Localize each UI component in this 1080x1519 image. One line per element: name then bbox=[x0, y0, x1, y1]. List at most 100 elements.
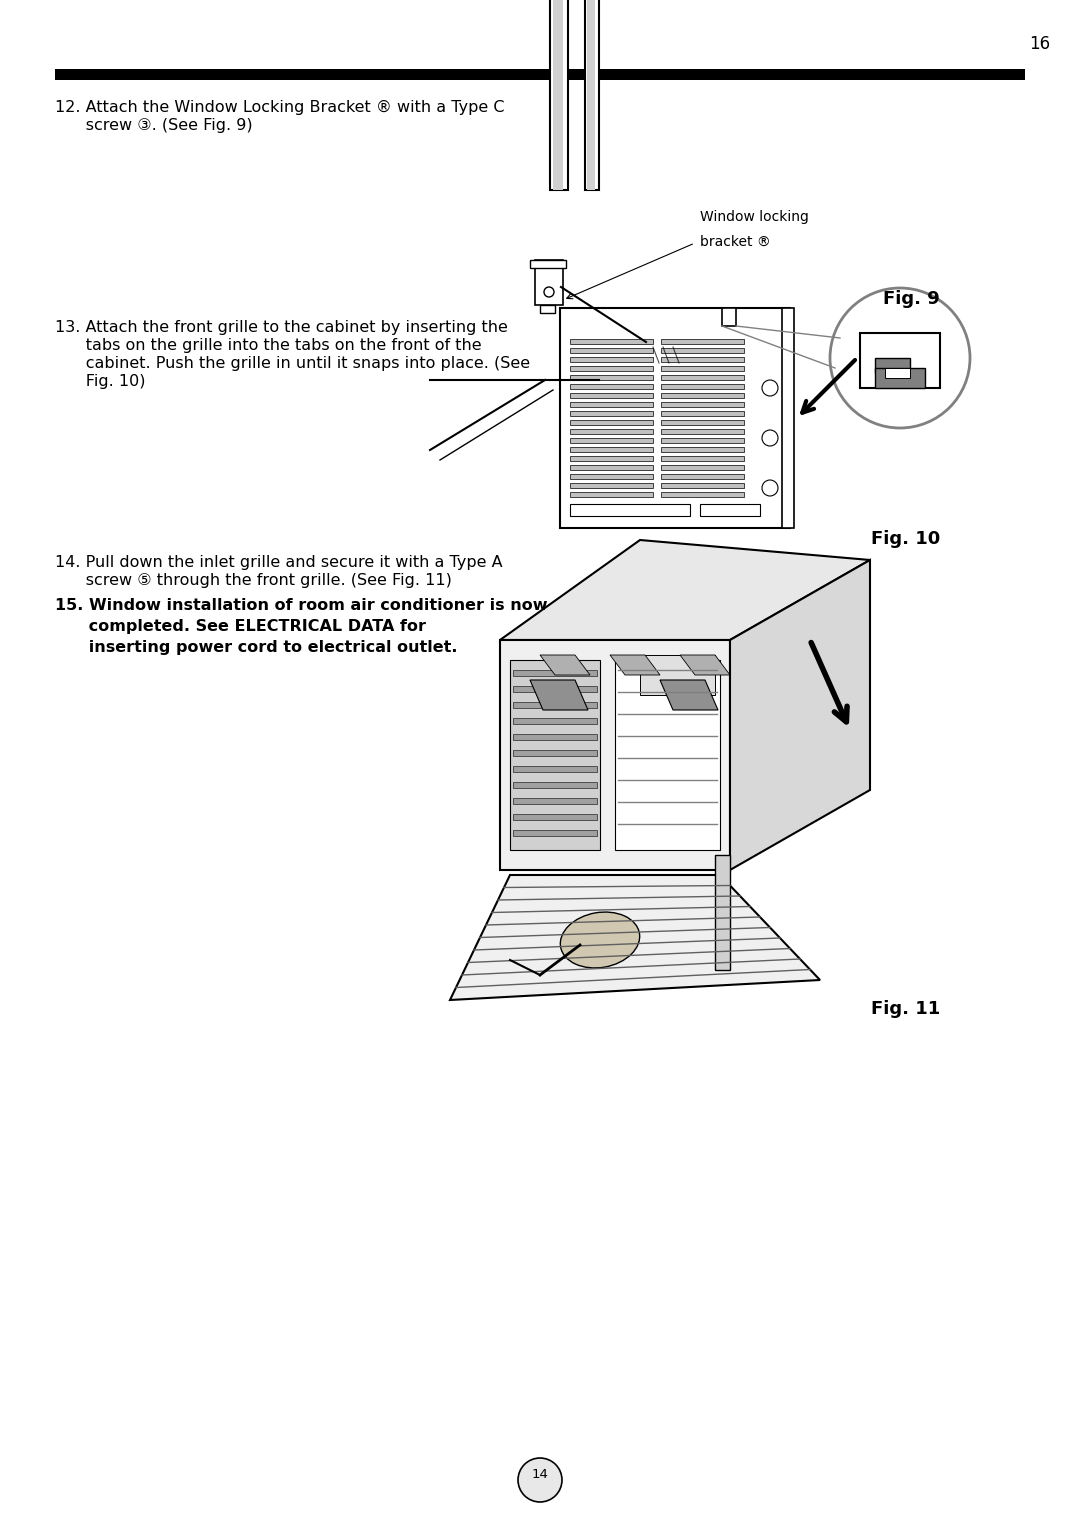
Bar bbox=[535, 260, 563, 305]
Bar bbox=[661, 403, 744, 407]
Bar bbox=[561, 308, 789, 529]
Bar bbox=[661, 375, 744, 380]
Bar bbox=[661, 412, 744, 416]
Text: Fig. 9: Fig. 9 bbox=[883, 290, 940, 308]
Circle shape bbox=[544, 287, 554, 298]
Bar bbox=[570, 419, 653, 425]
Bar bbox=[885, 368, 910, 378]
Bar bbox=[661, 447, 744, 453]
Bar bbox=[570, 492, 653, 497]
Text: Fig. 10): Fig. 10) bbox=[55, 374, 146, 389]
Text: 14. Pull down the inlet grille and secure it with a Type A: 14. Pull down the inlet grille and secur… bbox=[55, 554, 502, 570]
Bar bbox=[661, 339, 744, 343]
Bar bbox=[570, 428, 653, 434]
Bar bbox=[530, 260, 566, 267]
Bar bbox=[510, 659, 600, 851]
Bar bbox=[661, 393, 744, 398]
Circle shape bbox=[762, 430, 778, 447]
Bar bbox=[661, 348, 744, 352]
Bar bbox=[661, 384, 744, 389]
Bar bbox=[570, 375, 653, 380]
Bar bbox=[615, 659, 720, 851]
Bar bbox=[570, 412, 653, 416]
Polygon shape bbox=[540, 655, 590, 674]
Polygon shape bbox=[680, 655, 730, 674]
Bar bbox=[661, 357, 744, 362]
Bar bbox=[570, 366, 653, 371]
Bar bbox=[570, 447, 653, 453]
Text: Window locking: Window locking bbox=[700, 210, 809, 223]
Text: Fig. 11: Fig. 11 bbox=[870, 1000, 940, 1018]
Bar bbox=[715, 855, 730, 971]
Bar bbox=[570, 483, 653, 488]
Text: 14: 14 bbox=[531, 1469, 549, 1481]
Bar bbox=[723, 308, 735, 327]
Circle shape bbox=[762, 480, 778, 497]
Bar bbox=[570, 504, 690, 516]
Text: 13. Attach the front grille to the cabinet by inserting the: 13. Attach the front grille to the cabin… bbox=[55, 321, 508, 336]
Bar bbox=[661, 428, 744, 434]
Bar bbox=[570, 474, 653, 478]
Bar bbox=[585, 0, 599, 190]
Circle shape bbox=[762, 380, 778, 396]
Bar bbox=[513, 829, 597, 835]
Bar bbox=[700, 504, 760, 516]
Text: 12. Attach the Window Locking Bracket ® with a Type C: 12. Attach the Window Locking Bracket ® … bbox=[55, 100, 504, 115]
Bar bbox=[661, 492, 744, 497]
Bar bbox=[570, 393, 653, 398]
Text: Fig. 10: Fig. 10 bbox=[870, 530, 940, 548]
Bar bbox=[553, 0, 563, 190]
Bar bbox=[550, 0, 568, 190]
Bar bbox=[513, 750, 597, 756]
Text: 16: 16 bbox=[1029, 35, 1050, 53]
Bar bbox=[570, 465, 653, 469]
Bar bbox=[513, 687, 597, 693]
Text: bracket ®: bracket ® bbox=[700, 235, 771, 249]
Bar bbox=[860, 333, 940, 387]
Bar bbox=[640, 655, 715, 696]
Ellipse shape bbox=[561, 911, 639, 968]
Bar bbox=[570, 456, 653, 460]
Bar bbox=[570, 403, 653, 407]
Bar bbox=[513, 797, 597, 804]
Bar bbox=[661, 419, 744, 425]
Bar bbox=[513, 718, 597, 725]
Text: cabinet. Push the grille in until it snaps into place. (See: cabinet. Push the grille in until it sna… bbox=[55, 355, 530, 371]
Bar bbox=[661, 474, 744, 478]
Bar bbox=[661, 456, 744, 460]
Bar bbox=[782, 308, 794, 529]
Polygon shape bbox=[660, 681, 718, 709]
Circle shape bbox=[518, 1458, 562, 1502]
Bar bbox=[513, 702, 597, 708]
Bar bbox=[513, 782, 597, 788]
Bar bbox=[513, 814, 597, 820]
Circle shape bbox=[831, 289, 970, 428]
Polygon shape bbox=[730, 561, 870, 870]
Bar bbox=[570, 348, 653, 352]
Text: screw ⑤ through the front grille. (See Fig. 11): screw ⑤ through the front grille. (See F… bbox=[55, 573, 451, 588]
Polygon shape bbox=[450, 875, 820, 1000]
Bar bbox=[875, 358, 910, 374]
Bar bbox=[661, 366, 744, 371]
Bar bbox=[570, 357, 653, 362]
Bar bbox=[661, 437, 744, 444]
Bar bbox=[661, 483, 744, 488]
Bar bbox=[875, 368, 924, 387]
Bar bbox=[540, 305, 555, 313]
Polygon shape bbox=[530, 681, 588, 709]
Polygon shape bbox=[500, 539, 870, 639]
Polygon shape bbox=[610, 655, 660, 674]
Bar bbox=[661, 465, 744, 469]
Bar bbox=[570, 437, 653, 444]
Bar bbox=[570, 384, 653, 389]
Ellipse shape bbox=[650, 336, 681, 375]
Bar bbox=[513, 734, 597, 740]
Bar bbox=[570, 339, 653, 343]
Text: 15. Window installation of room air conditioner is now
      completed. See ELEC: 15. Window installation of room air cond… bbox=[55, 598, 548, 655]
Bar bbox=[588, 0, 595, 190]
Bar bbox=[513, 766, 597, 772]
Text: tabs on the grille into the tabs on the front of the: tabs on the grille into the tabs on the … bbox=[55, 339, 482, 352]
Bar bbox=[55, 68, 1025, 81]
Text: screw ③. (See Fig. 9): screw ③. (See Fig. 9) bbox=[55, 118, 253, 134]
Polygon shape bbox=[500, 639, 730, 870]
